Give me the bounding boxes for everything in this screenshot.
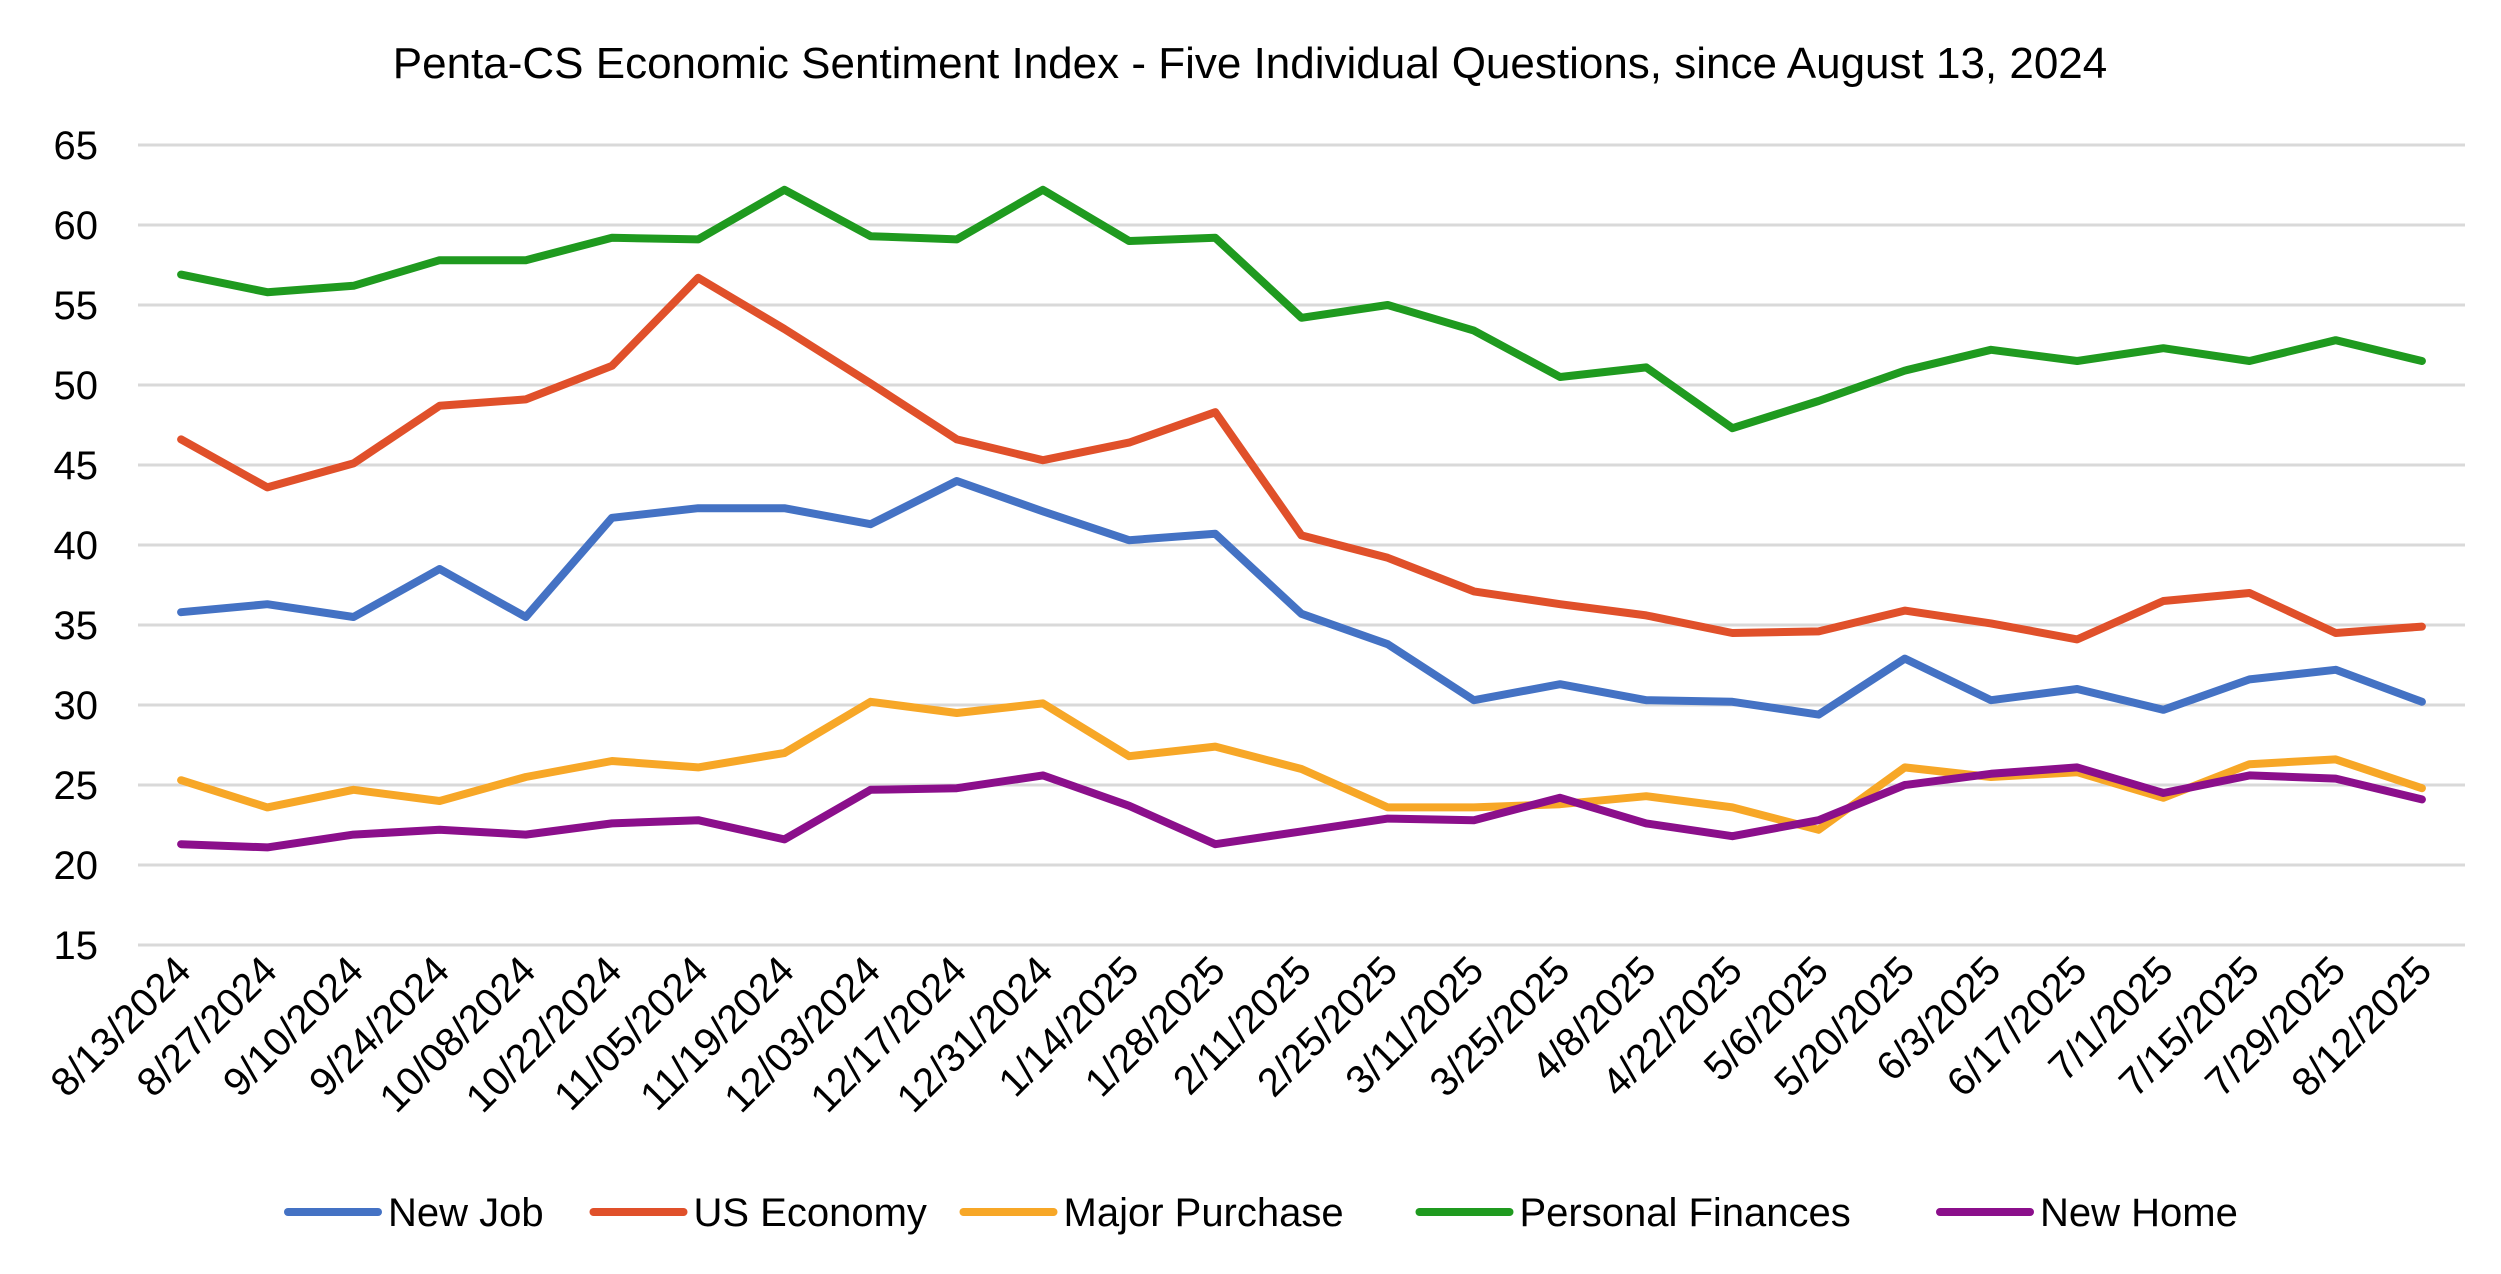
y-tick-label: 60 <box>54 204 99 248</box>
chart-title: Penta-CS Economic Sentiment Index - Five… <box>393 39 2108 88</box>
y-tick-label: 15 <box>54 924 99 968</box>
legend-label-us-economy: US Economy <box>694 1191 927 1235</box>
y-tick-label: 50 <box>54 364 99 408</box>
y-tick-label: 65 <box>54 124 99 168</box>
y-tick-label: 25 <box>54 764 99 808</box>
series-line-us-economy <box>177 273 2426 644</box>
series-line-new-job <box>177 477 2426 719</box>
y-tick-label: 40 <box>54 524 99 568</box>
series-lines <box>177 185 2426 852</box>
legend-label-new-job: New Job <box>388 1191 544 1235</box>
y-tick-label: 30 <box>54 684 99 728</box>
legend-label-personal-finances: Personal Finances <box>1520 1191 1851 1235</box>
y-axis-tick-labels: 15 20 25 30 35 40 45 50 55 60 65 <box>54 124 99 968</box>
y-tick-label: 20 <box>54 844 99 888</box>
legend-label-new-home: New Home <box>2040 1191 2238 1235</box>
y-tick-label: 35 <box>54 604 99 648</box>
series-line-new-home <box>177 763 2426 852</box>
y-tick-label: 55 <box>54 284 99 328</box>
y-tick-label: 45 <box>54 444 99 488</box>
gridlines <box>138 143 2465 947</box>
series-line-personal-finances <box>177 185 2426 433</box>
series-line-major-purchase <box>177 697 2426 834</box>
x-axis-tick-labels: 8/13/20248/27/20249/10/20249/24/202410/0… <box>43 948 2441 1121</box>
legend-label-major-purchase: Major Purchase <box>1064 1191 1344 1235</box>
legend: New Job US Economy Major Purchase Personal … <box>284 1191 2238 1235</box>
